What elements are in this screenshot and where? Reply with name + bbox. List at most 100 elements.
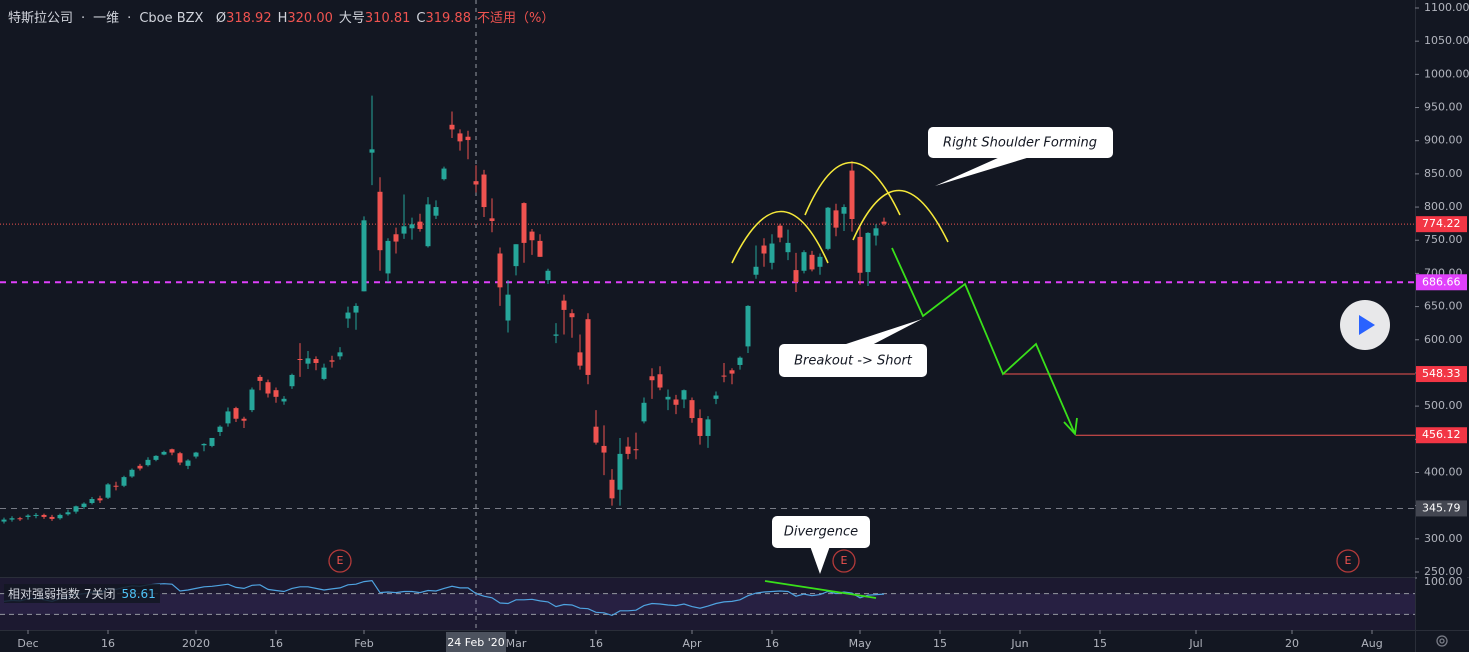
arrow-head [1063, 417, 1078, 437]
y-tick-label: 400.00 [1424, 465, 1463, 478]
rsi-band [0, 593, 1415, 615]
candle-body [537, 240, 543, 257]
callout-box [928, 127, 1113, 158]
y-tick-label: 250.00 [1424, 565, 1463, 578]
candle-body [721, 375, 727, 377]
candle-body [417, 221, 423, 229]
settings-icon[interactable] [1436, 635, 1448, 647]
candle-body [713, 395, 719, 399]
callout-text: Right Shoulder Forming [943, 136, 1097, 151]
earnings-marker [832, 549, 856, 573]
candle-body [505, 294, 511, 321]
candle-body [177, 453, 183, 463]
x-tick-label: Jun [1010, 637, 1028, 650]
open-value: 318.92 [226, 11, 272, 26]
candle-body [705, 419, 711, 436]
price-level-box [1416, 500, 1467, 517]
candle-body [441, 168, 447, 180]
candle-body [865, 232, 871, 273]
play-button[interactable] [1340, 300, 1390, 350]
candle-body [281, 398, 287, 402]
candle-body [241, 418, 247, 421]
candle-body [809, 254, 815, 270]
symbol: 特斯拉公司 [8, 11, 74, 26]
play-icon[interactable] [1359, 315, 1375, 335]
x-tick-label: Jul [1188, 637, 1202, 650]
candle-body [9, 518, 15, 520]
candle-body [369, 149, 375, 153]
change: 不适用（%） [476, 11, 555, 26]
price-level-box [1416, 216, 1467, 233]
high-label: H [277, 11, 288, 26]
candle-body [753, 266, 759, 275]
y-tick-label: 650.00 [1424, 300, 1463, 313]
low-label: 大号 [338, 11, 365, 26]
candle-body [633, 449, 639, 451]
candle-body [785, 242, 791, 253]
candle-body [761, 245, 767, 254]
rsi-pane [0, 578, 1415, 630]
candle-body [153, 455, 159, 460]
candle-body [345, 312, 351, 319]
candle-body [217, 426, 223, 432]
x-tick-label: Feb [354, 637, 373, 650]
candle-body [249, 389, 255, 411]
price-level-box [1416, 366, 1467, 383]
candle-body [401, 226, 407, 234]
candle-body [425, 204, 431, 247]
candle-body [377, 191, 383, 251]
callout-box [779, 344, 927, 377]
candle-body [273, 390, 279, 397]
rsi-y-tick-label: 100.00 [1424, 575, 1463, 588]
candle-body [465, 136, 471, 141]
candle-body [25, 515, 31, 517]
x-tick-label: 2020 [182, 637, 210, 650]
earnings-label: E [337, 554, 344, 567]
candle-body [201, 443, 207, 446]
axes: 1100.00 1050.00 1000.00 950.00 900.00 850.00 8… [17, 1, 1469, 652]
y-tick-label: 750.00 [1424, 233, 1463, 246]
x-tick-label: Mar [506, 637, 527, 650]
high-value: 320.00 [287, 11, 333, 26]
candle-body [481, 174, 487, 208]
candle-body [41, 514, 47, 517]
candle-body [529, 231, 535, 241]
candle-body [641, 402, 647, 422]
candle-body [169, 449, 175, 453]
candle-body [361, 220, 367, 292]
candle-body [657, 374, 663, 388]
candle-body [65, 512, 71, 515]
x-tick-label: 16 [589, 637, 603, 650]
zigzag [891, 247, 1076, 435]
candle-body [393, 234, 399, 242]
candle-body [513, 244, 519, 267]
candle-body [57, 514, 63, 519]
candle-body [89, 499, 95, 503]
earnings-marker [1336, 549, 1360, 573]
gear-hub[interactable] [1439, 638, 1445, 644]
y-tick-label: 300.00 [1424, 532, 1463, 545]
candle-body [585, 319, 591, 375]
gear[interactable] [1436, 635, 1448, 647]
candle-body [1, 519, 7, 522]
candle-body [209, 437, 215, 446]
x-tick-label: Dec [17, 637, 38, 650]
y-tick-label: 800.00 [1424, 200, 1463, 213]
candle-body [97, 498, 103, 501]
callout-box [772, 516, 870, 548]
candle-body [121, 477, 127, 486]
projection-path [891, 247, 1078, 437]
y-tick-label: 950.00 [1424, 101, 1463, 114]
candle-body [49, 516, 55, 519]
candle-body [329, 360, 335, 362]
callouts: Right Shoulder Forming Breakout -> Short… [772, 127, 1113, 574]
candle-body [617, 453, 623, 490]
low-value: 310.81 [364, 11, 411, 26]
candle-body [825, 207, 831, 249]
candle-body [729, 370, 735, 374]
x-tick-label: 16 [269, 637, 283, 650]
legend-header: 特斯拉公司 · 一维 · Cboe BZX Ø318.92 H320.00 大号310.81… [8, 11, 555, 26]
candle-body [17, 518, 23, 520]
candle-body [129, 469, 135, 477]
